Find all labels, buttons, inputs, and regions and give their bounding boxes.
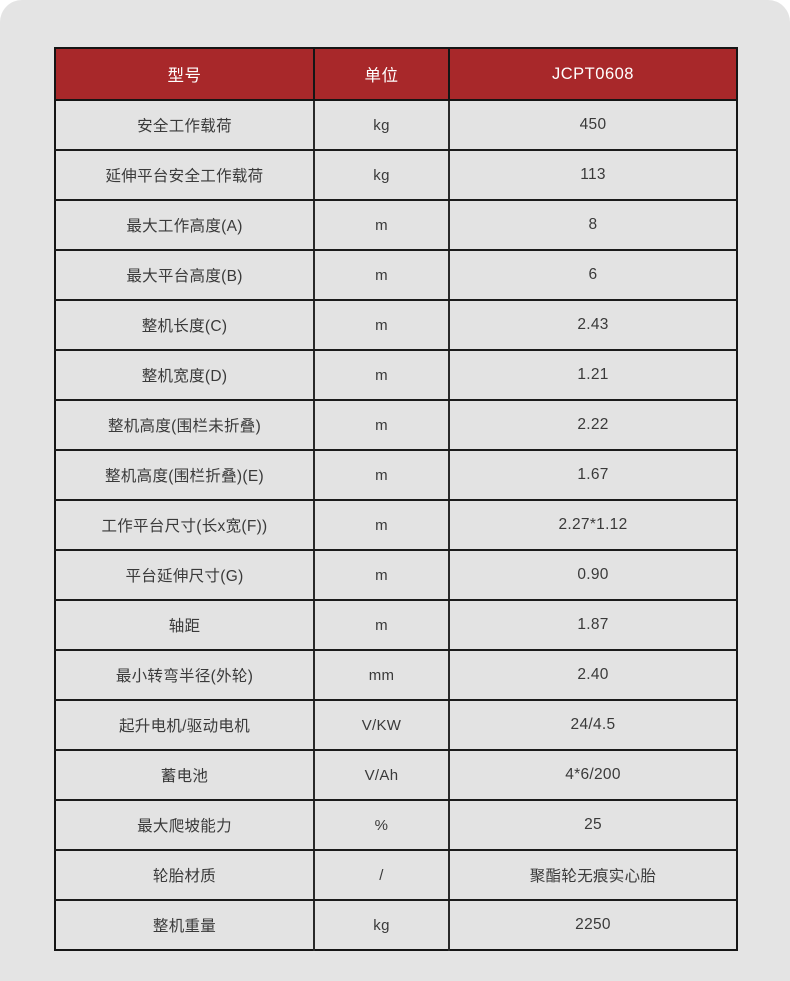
spec-value-cell: 2250 bbox=[449, 900, 737, 950]
spec-unit-cell: % bbox=[314, 800, 450, 851]
spec-value-cell: 1.67 bbox=[449, 450, 737, 501]
spec-unit-cell: m bbox=[314, 300, 450, 351]
spec-value-cell: 113 bbox=[449, 150, 737, 201]
spec-unit-cell: kg bbox=[314, 150, 450, 201]
spec-value-cell: 聚酯轮无痕实心胎 bbox=[449, 850, 737, 901]
spec-unit-cell: m bbox=[314, 450, 450, 501]
table-row: 整机宽度(D) m 1.21 bbox=[55, 350, 737, 401]
table-row: 安全工作载荷 kg 450 bbox=[55, 100, 737, 151]
spec-name-cell: 蓄电池 bbox=[55, 750, 315, 801]
spec-unit-cell: m bbox=[314, 350, 450, 401]
spec-name-cell: 最大爬坡能力 bbox=[55, 800, 315, 851]
table-row: 蓄电池 V/Ah 4*6/200 bbox=[55, 750, 737, 801]
spec-unit-cell: kg bbox=[314, 900, 450, 950]
spec-value-cell: 24/4.5 bbox=[449, 700, 737, 751]
spec-value-cell: 2.40 bbox=[449, 650, 737, 701]
spec-name-cell: 最大平台高度(B) bbox=[55, 250, 315, 301]
table-row: 起升电机/驱动电机 V/KW 24/4.5 bbox=[55, 700, 737, 751]
spec-unit-cell: m bbox=[314, 500, 450, 551]
spec-name-cell: 轮胎材质 bbox=[55, 850, 315, 901]
spec-name-cell: 安全工作载荷 bbox=[55, 100, 315, 151]
spec-value-cell: 8 bbox=[449, 200, 737, 251]
table-header: 型号 单位 JCPT0608 bbox=[55, 48, 737, 101]
spec-name-cell: 整机重量 bbox=[55, 900, 315, 950]
spec-name-cell: 轴距 bbox=[55, 600, 315, 651]
spec-name-cell: 最大工作高度(A) bbox=[55, 200, 315, 251]
spec-value-cell: 2.27*1.12 bbox=[449, 500, 737, 551]
spec-name-cell: 平台延伸尺寸(G) bbox=[55, 550, 315, 601]
spec-value-cell: 0.90 bbox=[449, 550, 737, 601]
spec-unit-cell: m bbox=[314, 550, 450, 601]
spec-unit-cell: mm bbox=[314, 650, 450, 701]
spec-value-cell: 25 bbox=[449, 800, 737, 851]
spec-name-cell: 整机长度(C) bbox=[55, 300, 315, 351]
spec-unit-cell: V/KW bbox=[314, 700, 450, 751]
table-row: 延伸平台安全工作载荷 kg 113 bbox=[55, 150, 737, 201]
table-row: 最大平台高度(B) m 6 bbox=[55, 250, 737, 301]
spec-value-cell: 1.21 bbox=[449, 350, 737, 401]
spec-value-cell: 4*6/200 bbox=[449, 750, 737, 801]
column-header-model: 型号 bbox=[55, 48, 315, 101]
spec-name-cell: 延伸平台安全工作载荷 bbox=[55, 150, 315, 201]
table-row: 轮胎材质 / 聚酯轮无痕实心胎 bbox=[55, 850, 737, 901]
table-row: 平台延伸尺寸(G) m 0.90 bbox=[55, 550, 737, 601]
table-row: 整机重量 kg 2250 bbox=[55, 900, 737, 950]
spec-name-cell: 最小转弯半径(外轮) bbox=[55, 650, 315, 701]
spec-unit-cell: kg bbox=[314, 100, 450, 151]
table-body: 安全工作载荷 kg 450 延伸平台安全工作载荷 kg 113 最大工作高度(A) m 8 最大平… bbox=[55, 100, 737, 950]
table-row: 整机高度(围栏折叠)(E) m 1.67 bbox=[55, 450, 737, 501]
table-row: 最大工作高度(A) m 8 bbox=[55, 200, 737, 251]
spec-value-cell: 2.43 bbox=[449, 300, 737, 351]
table-row: 工作平台尺寸(长x宽(F)) m 2.27*1.12 bbox=[55, 500, 737, 551]
spec-unit-cell: m bbox=[314, 250, 450, 301]
header-row: 型号 单位 JCPT0608 bbox=[55, 48, 737, 101]
column-header-unit: 单位 bbox=[314, 48, 450, 101]
specifications-table: 型号 单位 JCPT0608 安全工作载荷 kg 450 延伸平台安全工作载荷 kg 11… bbox=[54, 47, 738, 951]
table-row: 最小转弯半径(外轮) mm 2.40 bbox=[55, 650, 737, 701]
spec-unit-cell: m bbox=[314, 400, 450, 451]
spec-value-cell: 6 bbox=[449, 250, 737, 301]
table-row: 最大爬坡能力% 25 bbox=[55, 800, 737, 851]
spec-value-cell: 1.87 bbox=[449, 600, 737, 651]
table-row: 轴距 m 1.87 bbox=[55, 600, 737, 651]
spec-name-cell: 整机宽度(D) bbox=[55, 350, 315, 401]
table-row: 整机长度(C) m 2.43 bbox=[55, 300, 737, 351]
spec-unit-cell: m bbox=[314, 600, 450, 651]
spec-name-cell: 起升电机/驱动电机 bbox=[55, 700, 315, 751]
spec-value-cell: 2.22 bbox=[449, 400, 737, 451]
spec-name-cell: 整机高度(围栏未折叠) bbox=[55, 400, 315, 451]
spec-unit-cell: m bbox=[314, 200, 450, 251]
column-header-value: JCPT0608 bbox=[449, 48, 737, 101]
spec-unit-cell: / bbox=[314, 850, 450, 901]
spec-name-cell: 工作平台尺寸(长x宽(F)) bbox=[55, 500, 315, 551]
table-row: 整机高度(围栏未折叠) m 2.22 bbox=[55, 400, 737, 451]
spec-name-cell: 整机高度(围栏折叠)(E) bbox=[55, 450, 315, 501]
spec-table-container: 型号 单位 JCPT0608 安全工作载荷 kg 450 延伸平台安全工作载荷 kg 11… bbox=[54, 47, 738, 951]
spec-unit-cell: V/Ah bbox=[314, 750, 450, 801]
spec-value-cell: 450 bbox=[449, 100, 737, 151]
